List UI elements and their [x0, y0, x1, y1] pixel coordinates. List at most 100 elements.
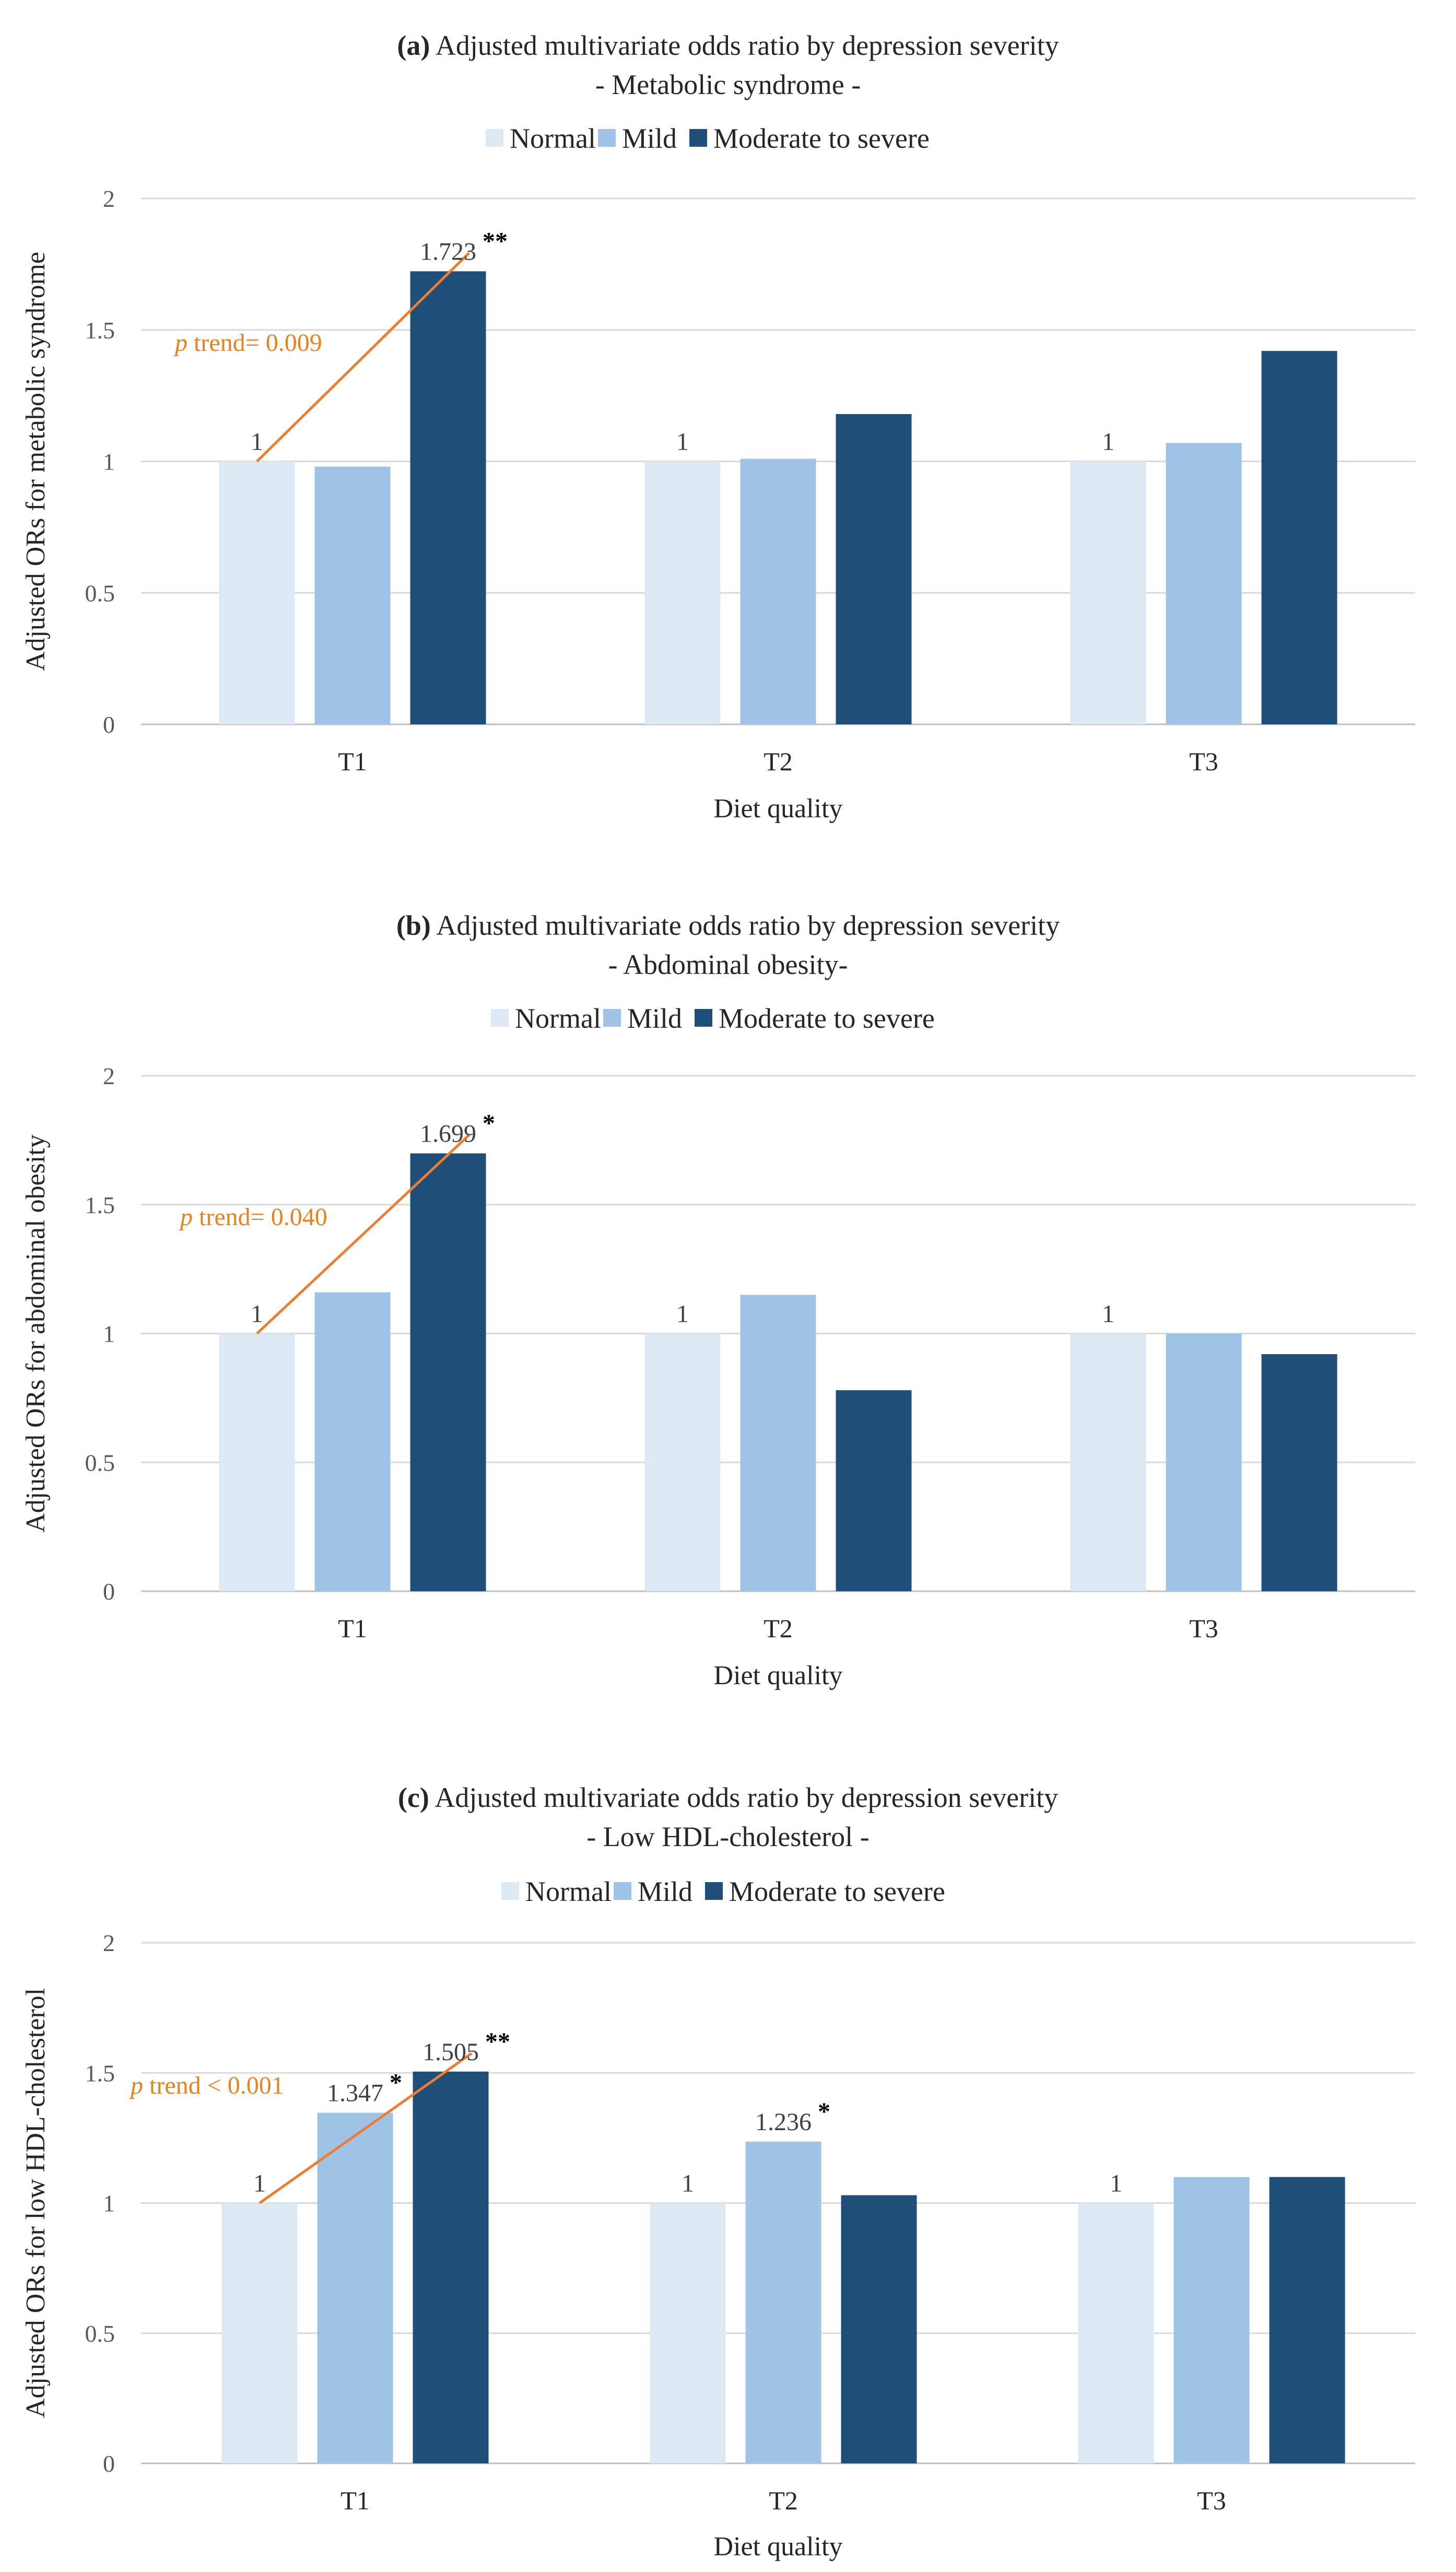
trend-line — [259, 2052, 473, 2204]
x-tick-label: T3 — [1189, 747, 1218, 776]
data-label: 1 — [251, 428, 263, 456]
x-axis-title: Diet quality — [714, 794, 843, 824]
data-label: 1.505 — [422, 2038, 479, 2066]
y-tick-label: 1.5 — [85, 2060, 115, 2086]
legend-label: Moderate to severe — [719, 1003, 935, 1034]
bar-t1-normal — [221, 2203, 298, 2463]
legend-swatch-mild — [603, 1009, 621, 1027]
data-label: 1 — [682, 2170, 694, 2198]
bar-t3-mild — [1173, 2177, 1250, 2463]
bar-t2-moderate-to-severe — [836, 1390, 912, 1591]
trend-label: p trend= 0.040 — [179, 1203, 327, 1231]
chart-subtitle: - Abdominal obesity- — [608, 949, 848, 980]
chart-panel-b: (b) Adjusted multivariate odds ratio by … — [21, 910, 1415, 1690]
legend-swatch-moderate-to-severe — [689, 129, 707, 147]
legend-swatch-normal — [491, 1009, 509, 1027]
bar-t2-mild — [745, 2141, 821, 2463]
y-axis-title: Adjusted ORs for low HDL-cholesterol — [21, 1988, 51, 2418]
y-tick-label: 1 — [103, 2190, 115, 2217]
trend-label-text: trend= 0.009 — [187, 329, 322, 357]
chart-title-prefix: (a) — [397, 30, 430, 61]
bar-t1-moderate-to-severe — [410, 271, 486, 724]
chart-subtitle: - Metabolic syndrome - — [595, 69, 861, 100]
y-tick-label: 1 — [103, 1321, 115, 1347]
chart-title-text: Adjusted multivariate odds ratio by depr… — [429, 1782, 1058, 1813]
x-tick-label: T2 — [764, 747, 793, 776]
bar-t1-normal — [219, 461, 295, 724]
trend-line — [256, 1134, 470, 1335]
trend-line — [256, 252, 470, 463]
y-tick-label: 2 — [103, 1063, 115, 1089]
x-tick-label: T1 — [338, 747, 367, 776]
bar-t1-moderate-to-severe — [410, 1153, 486, 1591]
data-label: 1 — [1102, 1300, 1114, 1328]
y-tick-label: 2 — [103, 1930, 115, 1956]
y-tick-label: 0 — [103, 711, 115, 738]
bar-t1-moderate-to-severe — [413, 2071, 489, 2463]
bar-t2-normal — [644, 1333, 721, 1591]
trend-label: p trend= 0.009 — [173, 329, 322, 357]
chart-title-prefix: (c) — [398, 1782, 429, 1813]
x-tick-label: T3 — [1189, 1614, 1218, 1643]
legend-label: Normal — [515, 1003, 601, 1034]
bar-t2-mild — [740, 1295, 816, 1591]
significance-star: * — [818, 2098, 830, 2125]
bar-t1-mild — [314, 1292, 391, 1591]
y-tick-label: 1.5 — [85, 1192, 115, 1218]
y-tick-label: 0.5 — [85, 2320, 115, 2347]
legend-swatch-normal — [486, 129, 503, 147]
x-tick-label: T2 — [764, 1614, 793, 1643]
y-tick-label: 1.5 — [85, 317, 115, 344]
bar-t3-normal — [1070, 461, 1146, 724]
bar-t2-normal — [644, 461, 721, 724]
bar-t3-normal — [1078, 2203, 1154, 2463]
chart-panel-c: (c) Adjusted multivariate odds ratio by … — [21, 1782, 1415, 2562]
bar-t2-moderate-to-severe — [836, 414, 912, 724]
trend-label-text: trend= 0.040 — [193, 1203, 327, 1231]
trend-label: p trend < 0.001 — [129, 2072, 284, 2099]
x-axis-title: Diet quality — [714, 1661, 843, 1690]
chart-title-text: Adjusted multivariate odds ratio by depr… — [431, 910, 1060, 941]
legend-label: Normal — [510, 123, 596, 154]
data-label: 1.699 — [420, 1120, 476, 1148]
bar-t3-mild — [1166, 443, 1242, 724]
y-tick-label: 0.5 — [85, 1449, 115, 1476]
bar-t3-moderate-to-severe — [1269, 2177, 1345, 2463]
legend-label: Normal — [525, 1876, 612, 1907]
legend-swatch-moderate-to-severe — [705, 1882, 723, 1900]
bar-t2-moderate-to-severe — [841, 2195, 917, 2463]
legend-swatch-mild — [614, 1882, 631, 1900]
legend-label: Mild — [627, 1003, 682, 1034]
chart-subtitle: - Low HDL-cholesterol - — [586, 1821, 869, 1852]
legend-label: Mild — [638, 1876, 692, 1907]
bar-t3-moderate-to-severe — [1261, 351, 1337, 724]
trend-label-p: p — [179, 1203, 193, 1231]
chart-title: (c) Adjusted multivariate odds ratio by … — [398, 1782, 1058, 1813]
significance-star: * — [483, 1110, 495, 1137]
y-tick-label: 2 — [103, 185, 115, 212]
chart-panel-a: (a) Adjusted multivariate odds ratio by … — [21, 30, 1415, 824]
chart-title: (a) Adjusted multivariate odds ratio by … — [397, 30, 1059, 61]
significance-star: * — [390, 2069, 402, 2097]
legend-swatch-normal — [501, 1882, 519, 1900]
legend-label: Mild — [622, 123, 677, 154]
x-tick-label: T1 — [340, 2486, 370, 2515]
chart-title: (b) Adjusted multivariate odds ratio by … — [396, 910, 1060, 941]
significance-star: ** — [483, 227, 508, 255]
data-label: 1 — [1102, 428, 1114, 456]
bar-t3-normal — [1070, 1333, 1146, 1591]
bar-t1-normal — [219, 1333, 295, 1591]
chart-title-prefix: (b) — [396, 910, 431, 941]
data-label: 1.347 — [327, 2080, 383, 2107]
legend-label: Moderate to severe — [713, 123, 930, 154]
data-label: 1 — [253, 2170, 266, 2198]
data-label: 1.236 — [755, 2108, 812, 2136]
y-tick-label: 0.5 — [85, 580, 115, 606]
bar-t1-mild — [317, 2112, 393, 2463]
data-label: 1 — [1110, 2170, 1122, 2198]
legend-swatch-mild — [598, 129, 616, 147]
x-axis-title: Diet quality — [714, 2532, 843, 2562]
y-axis-title: Adjusted ORs for metabolic syndrome — [21, 252, 51, 671]
x-tick-label: T3 — [1197, 2486, 1226, 2515]
